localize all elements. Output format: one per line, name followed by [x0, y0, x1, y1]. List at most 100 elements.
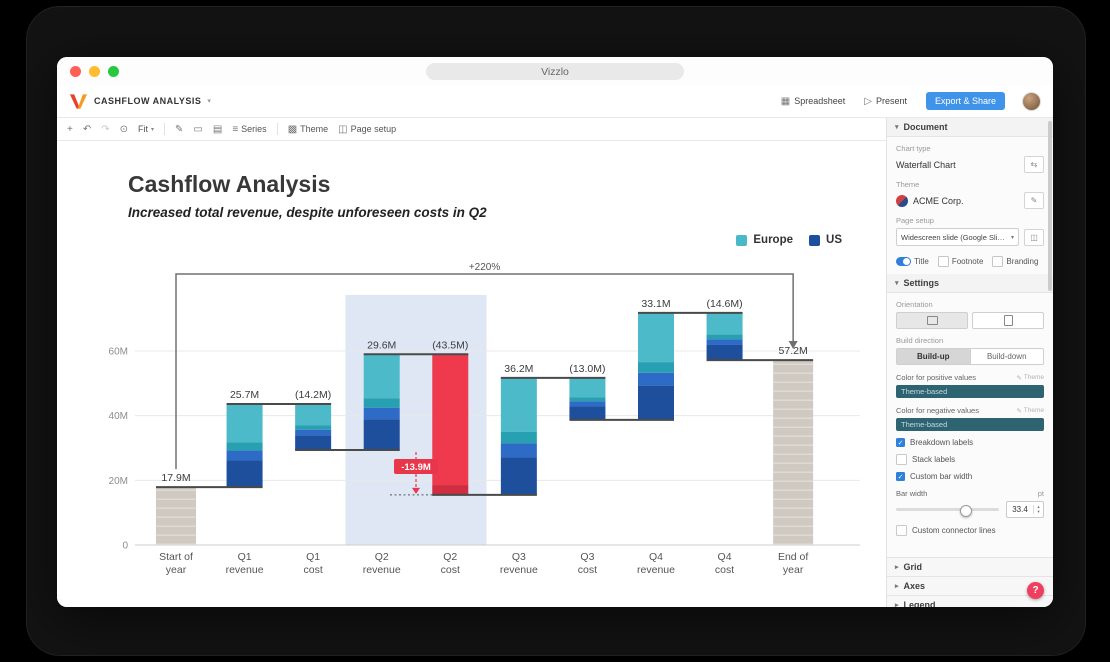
table-icon[interactable]: ▤ — [212, 123, 223, 135]
theme-button[interactable]: ▩ Theme — [288, 124, 328, 135]
svg-text:20M: 20M — [109, 476, 128, 487]
stepper-up-icon: ▴ — [1037, 503, 1040, 509]
build-down-button[interactable]: Build-down — [969, 349, 1043, 364]
legend-item-europe[interactable]: Europe — [736, 234, 793, 246]
edit-theme-button[interactable]: ✎ — [1024, 192, 1044, 209]
svg-text:cost: cost — [578, 564, 597, 576]
build-direction-segmented: Build-up Build-down — [896, 348, 1044, 365]
avatar[interactable] — [1022, 91, 1041, 111]
swap-icon: ⇆ — [1030, 160, 1038, 169]
theme-based-label: Theme-based — [901, 387, 948, 396]
section-grid[interactable]: ▸ Grid — [887, 557, 1053, 576]
fullscreen-window-button[interactable] — [108, 66, 119, 77]
landscape-page-icon — [926, 316, 938, 325]
redo-icon[interactable]: ↷ — [101, 123, 110, 135]
present-button[interactable]: ▷ Present — [864, 96, 907, 107]
legend-item-us[interactable]: US — [809, 234, 842, 246]
page-setup-select[interactable]: Widescreen slide (Google Slides) ▾ — [896, 228, 1019, 246]
add-icon[interactable]: + — [67, 123, 73, 135]
section-legend[interactable]: ▸ Legend — [887, 595, 1053, 607]
sidebar-scrollbar[interactable] — [1048, 121, 1052, 291]
chart-canvas[interactable]: Cashflow Analysis Increased total revenu… — [57, 141, 886, 607]
unchecked-checkbox-icon — [896, 525, 907, 536]
legend-label: Europe — [753, 234, 794, 246]
negative-color-swatch[interactable]: Theme-based — [896, 418, 1044, 431]
page-setup-value: Widescreen slide (Google Slides) — [901, 232, 1008, 242]
custom-connector-lines-checkbox[interactable]: Custom connector lines — [896, 525, 1044, 536]
negative-theme-link[interactable]: ✎ Theme — [1016, 407, 1044, 415]
app-header: CASHFLOW ANALYSIS ▾ ▦ Spreadsheet ▷ Pres… — [57, 85, 1053, 117]
document-title[interactable]: CASHFLOW ANALYSIS — [94, 96, 202, 106]
export-share-button[interactable]: Export & Share — [925, 92, 1005, 110]
theme-label: Theme — [300, 124, 329, 134]
series-label: Series — [241, 124, 267, 134]
series-button[interactable]: ≡ Series — [232, 124, 266, 135]
svg-text:Q4: Q4 — [718, 551, 732, 563]
edit-pencil-icon[interactable]: ✎ — [175, 123, 184, 135]
legend-label: US — [826, 234, 842, 246]
section-grid-label: Grid — [903, 562, 923, 572]
chart-title[interactable]: Cashflow Analysis — [128, 171, 331, 197]
svg-text:cost: cost — [304, 564, 323, 576]
theme-value[interactable]: ACME Corp. — [913, 195, 964, 206]
undo-icon[interactable]: ↶ — [82, 123, 92, 135]
svg-text:57.2M: 57.2M — [779, 345, 808, 357]
footnote-toggle[interactable]: Footnote — [937, 256, 983, 267]
svg-text:40M: 40M — [109, 411, 128, 422]
minimize-window-button[interactable] — [89, 66, 100, 77]
build-direction-label: Build direction — [896, 336, 944, 345]
chevron-down-icon: ▾ — [1010, 234, 1014, 241]
zoom-icon[interactable]: ⊙ — [119, 123, 129, 135]
orientation-vertical-button[interactable] — [896, 312, 968, 329]
color-negative-label: Color for negative values — [896, 406, 979, 415]
svg-text:(13.0M): (13.0M) — [569, 363, 605, 375]
edit-icon: ✎ — [1030, 196, 1038, 205]
close-window-button[interactable] — [70, 66, 81, 77]
edit-icon: ✎ — [1016, 374, 1022, 382]
custom-bar-width-checkbox[interactable]: ✓ Custom bar width — [896, 472, 1044, 481]
unchecked-checkbox-icon — [896, 454, 907, 465]
chart-subtitle[interactable]: Increased total revenue, despite unfores… — [128, 205, 487, 220]
bar-width-slider[interactable] — [896, 504, 999, 517]
section-axes-label: Axes — [903, 581, 926, 591]
branding-toggle[interactable]: Branding — [992, 256, 1038, 267]
stack-labels-checkbox[interactable]: Stack labels — [896, 454, 1044, 465]
help-button[interactable]: ? — [1027, 582, 1044, 599]
section-settings[interactable]: ▾ Settings — [887, 274, 1053, 293]
svg-text:17.9M: 17.9M — [161, 472, 190, 484]
change-chart-type-button[interactable]: ⇆ — [1024, 156, 1044, 173]
section-axes[interactable]: ▸ Axes — [887, 576, 1053, 595]
title-toggle[interactable]: Title — [896, 257, 929, 266]
spreadsheet-button[interactable]: ▦ Spreadsheet — [781, 96, 846, 107]
orientation-horizontal-button[interactable] — [972, 312, 1044, 329]
pt-unit-label: pt — [1037, 489, 1044, 498]
svg-text:(43.5M): (43.5M) — [432, 339, 468, 351]
svg-text:(14.2M): (14.2M) — [295, 389, 331, 401]
positive-theme-link[interactable]: ✎ Theme — [1016, 374, 1044, 382]
vizzlo-logo-icon[interactable] — [69, 93, 88, 110]
document-section-body: Chart type Waterfall Chart ⇆ Theme ACME … — [887, 137, 1053, 274]
build-up-button[interactable]: Build-up — [897, 349, 970, 364]
section-document[interactable]: ▾ Document — [887, 118, 1053, 137]
chart-type-value[interactable]: Waterfall Chart — [896, 159, 956, 170]
section-settings-label: Settings — [903, 278, 940, 288]
fit-dropdown[interactable]: Fit ▾ — [138, 124, 154, 134]
traffic-lights — [70, 66, 119, 77]
branding-toggle-label: Branding — [1006, 257, 1039, 266]
page-setup-settings-button[interactable]: ◫ — [1024, 228, 1044, 246]
theme-logo — [896, 194, 908, 207]
bar-width-input[interactable]: 33.4 ▴ ▾ — [1006, 501, 1044, 518]
slider-handle[interactable] — [959, 504, 972, 517]
shape-icon[interactable]: ▭ — [193, 123, 203, 135]
page-setup-button[interactable]: ◫ Page setup — [338, 124, 396, 135]
svg-text:cost: cost — [715, 564, 734, 576]
svg-text:revenue: revenue — [363, 564, 401, 576]
stepper[interactable]: ▴ ▾ — [1033, 503, 1043, 515]
page-setup-icon: ◫ — [338, 123, 348, 135]
checked-checkbox-icon: ✓ — [896, 438, 905, 447]
breakdown-labels-checkbox[interactable]: ✓ Breakdown labels — [896, 438, 1044, 447]
positive-color-swatch[interactable]: Theme-based — [896, 385, 1044, 398]
toggle-off-icon — [992, 256, 1004, 267]
theme-link-label: Theme — [1023, 407, 1044, 414]
